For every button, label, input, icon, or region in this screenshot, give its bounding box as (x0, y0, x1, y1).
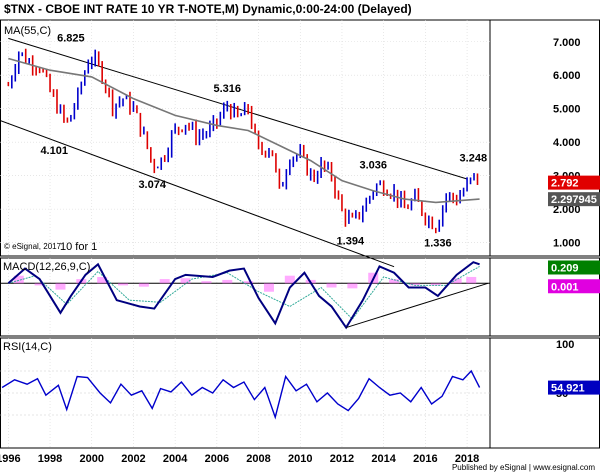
macd-histogram-bar (222, 279, 233, 284)
peak-label: 1.394 (337, 235, 365, 247)
rsi-label: RSI(14,C) (3, 341, 52, 353)
price-tick-label: 6.000 (553, 70, 581, 82)
macd-histogram-bar (430, 283, 441, 286)
macd-histogram-bar (138, 283, 149, 287)
split-note: 10 for 1 (60, 241, 97, 253)
x-tick-label: 2014 (371, 453, 396, 465)
x-tick-label: 2016 (413, 453, 437, 465)
x-tick-label: 2008 (246, 453, 270, 465)
peak-label: 4.101 (40, 145, 68, 157)
panel-frames (0, 19, 600, 449)
rsi-group (1, 369, 481, 420)
value-badge (548, 380, 600, 395)
macd-histogram-bar (284, 275, 295, 284)
macd-group (0, 261, 490, 330)
channel-line (0, 119, 395, 268)
macd-histogram-bar (118, 283, 129, 286)
rsi-tick-label: 100 (556, 339, 574, 351)
value-badge (548, 260, 600, 275)
peak-label: 3.248 (460, 152, 488, 164)
x-tick-label: 2004 (163, 453, 188, 465)
peak-annotations: 6.825 5.316 4.101 3.074 3.036 3.248 1.394 1.336 (40, 33, 487, 250)
macd-histogram-bar (451, 278, 462, 284)
x-tick-label: 2006 (205, 453, 229, 465)
price-bars (7, 48, 479, 234)
macd-histogram-bar (201, 281, 212, 284)
peak-label: 6.825 (57, 33, 85, 45)
x-tick-label: 2012 (330, 453, 354, 465)
macd-histogram-bar (389, 279, 400, 284)
macd-histogram-bar (409, 283, 420, 286)
value-badge (548, 192, 600, 207)
price-tick-label: 5.000 (553, 104, 581, 116)
macd-trendline (345, 282, 489, 329)
macd-label: MACD(12,26,9,C) (3, 261, 90, 273)
ma-line-group (8, 57, 480, 204)
macd-histogram-bar (347, 283, 358, 289)
x-tick-labels: 1996 1998 2000 2002 2004 2006 2008 2010 2012 2014… (0, 453, 479, 465)
macd-histogram-bar (466, 276, 477, 284)
x-tick-label: 2010 (288, 453, 312, 465)
macd-histogram-bar (34, 283, 45, 286)
peak-label: 1.336 (424, 237, 452, 249)
value-badge-text: 0.001 (551, 281, 579, 293)
last-value-badges: 2.792 2.297945 0.209 0.001 54.921 (548, 175, 600, 395)
value-badge (548, 279, 600, 294)
ma-label: MA(55,C) (4, 25, 51, 37)
macd-signal-line (8, 265, 480, 320)
value-badge (548, 175, 600, 190)
macd-histogram-bar (180, 278, 191, 284)
macd-histogram-bar (263, 283, 274, 292)
macd-histogram-bar (159, 279, 170, 284)
macd-histogram-bar (97, 276, 108, 284)
macd-histogram-bar (13, 275, 24, 284)
macd-histogram-bar (243, 281, 254, 284)
peak-label: 5.316 (214, 83, 242, 95)
price-tick-label: 2.000 (553, 204, 581, 216)
price-tick-label: 4.000 (553, 137, 581, 149)
x-tick-label: 2000 (80, 453, 104, 465)
peak-label: 3.036 (359, 159, 387, 171)
value-badge-text: 2.297945 (551, 194, 597, 206)
macd-line (7, 261, 480, 330)
x-tick-label: 2002 (121, 453, 145, 465)
macd-histogram-bar (55, 283, 66, 290)
x-tick-label: 2018 (455, 453, 479, 465)
value-badge-text: 54.921 (551, 383, 585, 395)
copyright-text: © eSignal, 2017 (4, 242, 62, 251)
chart-title: $TNX - CBOE INT RATE 10 YR T-NOTE,M) Dyn… (4, 2, 412, 16)
x-tick-label: 1998 (38, 453, 62, 465)
value-badge-text: 2.792 (551, 178, 579, 190)
footer-text: Published by eSignal | www.esignal.com (452, 463, 595, 472)
x-tick-label: 1996 (0, 453, 21, 465)
value-badge-text: 0.209 (551, 262, 579, 274)
macd-histogram-bar (326, 283, 337, 288)
price-tick-label: 1.000 (553, 238, 581, 250)
rsi-line (1, 369, 481, 420)
peak-label: 3.074 (138, 179, 166, 191)
ma-line (8, 57, 480, 204)
price-tick-label: 7.000 (553, 37, 581, 49)
